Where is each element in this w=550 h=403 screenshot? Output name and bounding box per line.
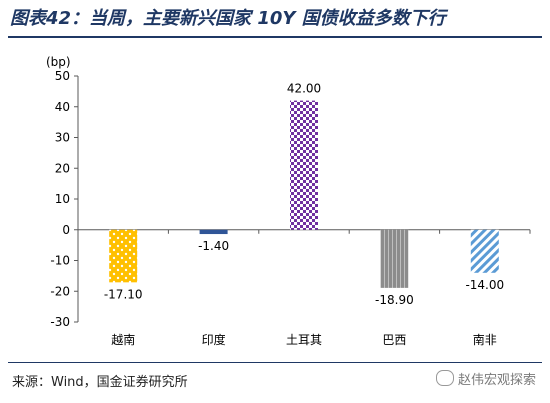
bar-4 (470, 229, 499, 273)
y-tick-label: 40 (55, 100, 70, 114)
watermark-text: 赵伟宏观探索 (457, 373, 536, 388)
data-label: -1.40 (198, 239, 229, 253)
wechat-icon (435, 370, 454, 386)
watermark: 赵伟宏观探索 (435, 369, 536, 388)
y-tick-label: 10 (55, 192, 70, 206)
bar-3 (380, 229, 409, 288)
y-tick-label: 20 (55, 161, 70, 175)
y-tick-label: -30 (50, 315, 70, 329)
chart-labels: (bp) -30 -20 -10 0 10 20 30 40 50 -17.10 越南 -1.40 印度 4… (46, 55, 504, 347)
data-label: -14.00 (465, 278, 504, 292)
y-tick-label: -20 (50, 284, 70, 298)
data-label: -18.90 (375, 293, 414, 307)
chart-title: 图表42：当周，主要新兴国家 10Y 国债收益多数下行 (10, 8, 446, 29)
y-tick-label: 0 (62, 223, 70, 237)
y-tick-label: 50 (55, 69, 70, 83)
x-tick-label: 印度 (202, 332, 226, 347)
bar-chart: (bp) -30 -20 -10 0 10 20 30 40 50 -17.10 越南 -1.40 印度 4… (46, 55, 531, 347)
data-label: -17.10 (104, 287, 143, 301)
y-tick-label: 30 (55, 131, 70, 145)
y-axis-unit-label: (bp) (46, 55, 71, 69)
source-note: 来源：Wind，国金证券研究所 (12, 375, 188, 390)
x-tick-label: 巴西 (382, 333, 406, 347)
y-tick-label: -10 (50, 254, 70, 268)
chart-bars (109, 100, 499, 288)
title-divider (8, 36, 542, 38)
bar-1 (199, 229, 228, 235)
x-tick-label: 土耳其 (286, 333, 322, 347)
x-tick-label: 南非 (473, 332, 497, 347)
bar-0 (109, 229, 138, 283)
bar-2 (290, 100, 318, 230)
x-tick-label: 越南 (111, 332, 135, 347)
data-label: 42.00 (287, 82, 321, 96)
footer-divider (8, 362, 542, 363)
